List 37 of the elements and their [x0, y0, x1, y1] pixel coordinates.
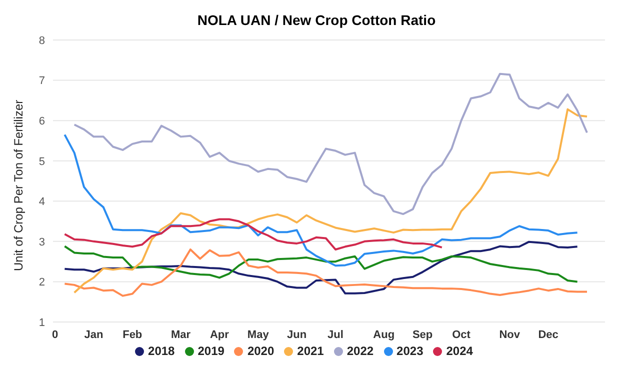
legend-label: 2022 — [346, 344, 374, 358]
legend-label: 2019 — [198, 344, 224, 358]
line-series — [73, 108, 588, 294]
y-tick-label: 5 — [38, 156, 45, 168]
x-tick-label: Oct — [452, 328, 471, 341]
y-tick-label: 3 — [38, 236, 45, 248]
x-tick-label: May — [247, 328, 270, 341]
line-series — [73, 72, 588, 216]
x-tick-label: Nov — [499, 328, 521, 341]
x-tick-label: Sep — [412, 328, 433, 341]
y-tick-label: 7 — [38, 75, 45, 88]
x-tick-label: Feb — [122, 328, 142, 341]
x-tick-label: 0 — [52, 328, 58, 341]
y-tick-label: 8 — [38, 34, 45, 47]
x-tick-label: Jan — [84, 328, 104, 341]
line-series — [64, 245, 578, 283]
line-series — [64, 218, 443, 250]
chart-title: NOLA UAN / New Crop Cotton Ratio — [196, 11, 437, 30]
x-tick-label: Jul — [328, 328, 344, 341]
y-tick-label: 2 — [38, 276, 45, 289]
x-tick-label: Apr — [210, 328, 230, 341]
line-series — [64, 248, 588, 297]
x-tick-label: Mar — [170, 328, 192, 341]
legend-label: 2018 — [148, 344, 175, 358]
x-tick-label: Jun — [287, 328, 307, 341]
y-tick-label: 6 — [38, 115, 45, 128]
x-tick-label: Dec — [538, 328, 558, 341]
legend-label: 2021 — [297, 344, 324, 358]
line-series — [64, 134, 578, 267]
x-tick-label: Aug — [373, 328, 395, 341]
line-series — [64, 240, 578, 294]
legend-label: 2023 — [396, 344, 424, 358]
y-axis-title: Unit of Crop Per Ton of Fertilizer — [11, 100, 26, 271]
y-tick-label: 1 — [38, 316, 45, 329]
legend-label: 2020 — [247, 344, 274, 358]
legend-label: 2024 — [446, 344, 473, 358]
y-tick-label: 4 — [38, 196, 45, 208]
